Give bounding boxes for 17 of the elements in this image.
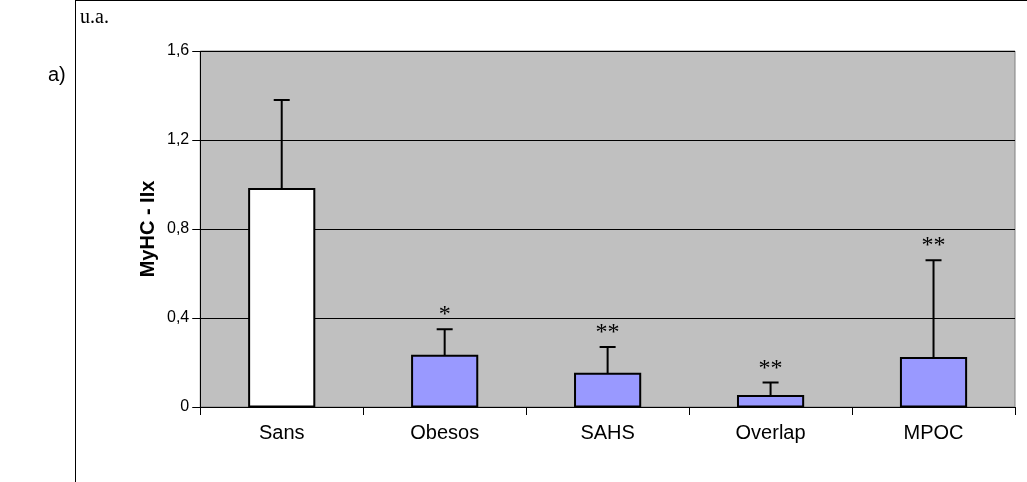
y-tick-label: 1,2 xyxy=(166,130,190,148)
x-tick-label: MPOC xyxy=(903,420,964,443)
annotation: ** xyxy=(595,317,620,344)
y-tick-label: 0,4 xyxy=(166,308,190,326)
text: a) xyxy=(48,62,66,85)
annotation: ** xyxy=(921,231,946,258)
y-tick-label: 0 xyxy=(180,397,190,415)
annotation: ** xyxy=(758,353,783,380)
x-tick-label: Sans xyxy=(258,420,305,443)
y-axis-title: MyHC - IIx xyxy=(135,180,158,278)
x-tick-label: Overlap xyxy=(735,420,806,443)
annotation: * xyxy=(438,300,451,327)
x-tick-label: SAHS xyxy=(580,420,635,443)
y-tick-label: 1,6 xyxy=(166,41,190,59)
text: u.a. xyxy=(80,5,109,28)
y-tick-label: 0,8 xyxy=(166,219,190,237)
x-tick-label: Obesos xyxy=(410,420,480,443)
